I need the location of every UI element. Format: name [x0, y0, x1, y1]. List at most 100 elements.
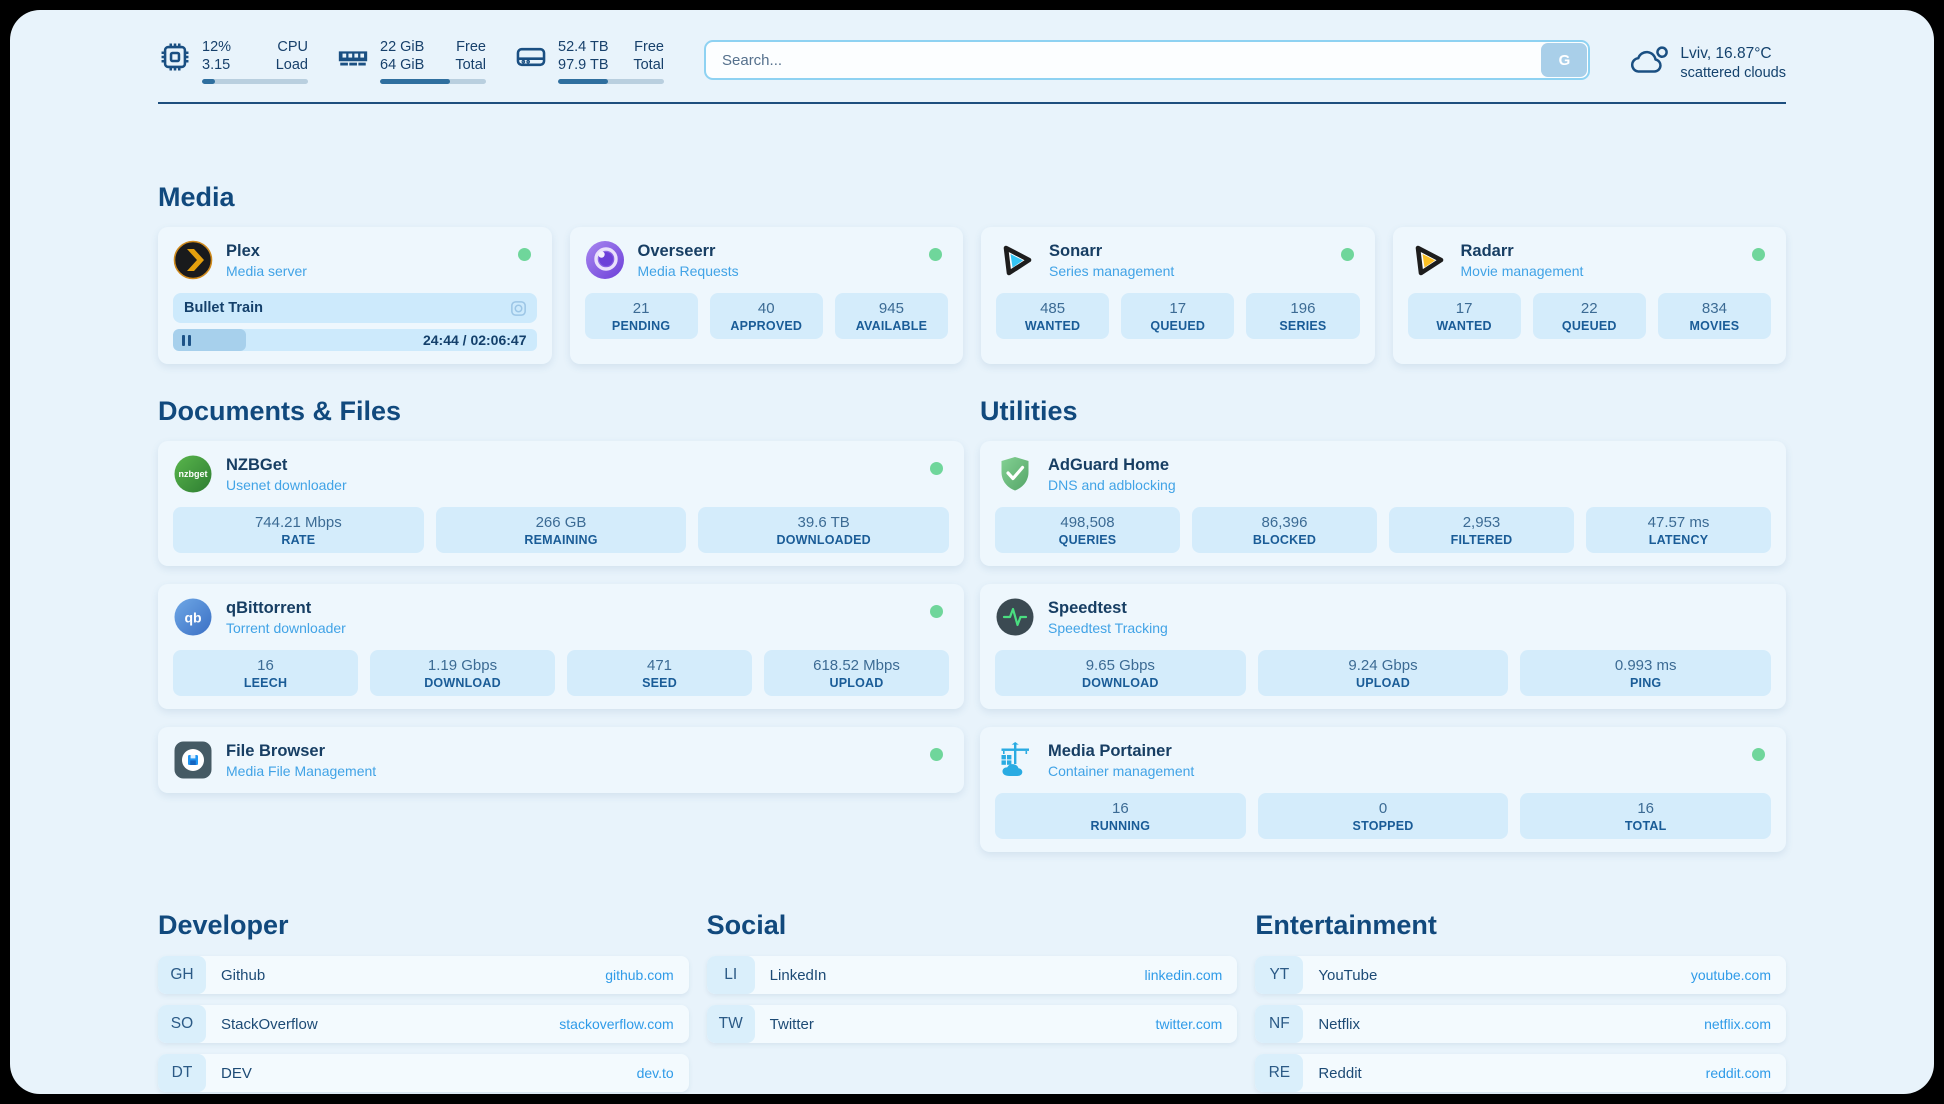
- svg-text:nzbget: nzbget: [179, 469, 208, 479]
- svg-text:qb: qb: [184, 610, 201, 626]
- disk-widget: 52.4 TB Free 97.9 TB Total: [514, 38, 664, 84]
- bookmark-abbr: SO: [158, 1005, 206, 1043]
- dashboard: 12% CPU 3.15 Load: [10, 10, 1934, 1094]
- adguard-card[interactable]: AdGuard Home DNS and adblocking 498,508 …: [980, 441, 1786, 566]
- qbittorrent-card[interactable]: qb qBittorrent Torrent downloader 16 LEE…: [158, 584, 964, 709]
- overseerr-card[interactable]: Overseerr Media Requests 21 PENDING 40 A…: [569, 227, 963, 364]
- stat-value: 9.65 Gbps: [1085, 657, 1155, 674]
- stat-label: RUNNING: [1090, 819, 1151, 833]
- bookmark-netflix[interactable]: NF Netflix netflix.com: [1255, 1005, 1787, 1043]
- stat-value: 618.52 Mbps: [813, 657, 900, 674]
- section-title-documents: Documents & Files: [158, 396, 402, 426]
- stat-label: DOWNLOADED: [776, 533, 871, 547]
- stat-box: 9.65 Gbps DOWNLOAD: [995, 650, 1246, 696]
- bookmark-abbr: TW: [706, 1005, 755, 1043]
- stat-label: APPROVED: [730, 319, 803, 333]
- card-title: Sonarr: [1049, 241, 1103, 260]
- stat-box: 744.21 Mbps RATE: [173, 507, 424, 553]
- memory-label-1: Free: [456, 39, 486, 55]
- status-dot: [1752, 748, 1765, 761]
- stat-label: DOWNLOAD: [424, 676, 501, 690]
- sonarr-card[interactable]: Sonarr Series management 485 WANTED 17 Q…: [981, 227, 1375, 364]
- disk-free-value: 52.4 TB: [558, 39, 609, 55]
- stat-value: 1.19 Gbps: [427, 657, 498, 674]
- section-title-entertainment: Entertainment: [1255, 910, 1437, 940]
- card-title: qBittorrent: [226, 598, 312, 617]
- card-subtitle: Usenet downloader: [226, 476, 347, 493]
- stat-box: 196 SERIES: [1246, 293, 1360, 339]
- cpu-usage-value: 12%: [202, 39, 232, 55]
- bookmark-linkedin[interactable]: LI LinkedIn linkedin.com: [706, 956, 1238, 994]
- stat-label: QUEUED: [1561, 319, 1617, 333]
- card-title: NZBGet: [226, 455, 288, 474]
- card-subtitle: DNS and adblocking: [1048, 476, 1176, 493]
- stat-label: PING: [1629, 676, 1662, 690]
- bookmark-name: YouTube: [1318, 966, 1378, 984]
- section-title-social: Social: [706, 910, 787, 940]
- weather-location-temp: Lviv, 16.87°C: [1680, 44, 1772, 62]
- bookmark-name: LinkedIn: [769, 966, 827, 984]
- stat-value: 485: [1040, 300, 1066, 317]
- section-title-utilities: Utilities: [980, 396, 1078, 426]
- memory-total-value: 64 GiB: [380, 57, 425, 73]
- memory-free-value: 22 GiB: [380, 39, 425, 55]
- bookmark-abbr: RE: [1255, 1054, 1304, 1092]
- bookmark-twitter[interactable]: TW Twitter twitter.com: [706, 1005, 1238, 1043]
- stat-box: 17 QUEUED: [1121, 293, 1235, 339]
- status-dot: [930, 462, 943, 475]
- stat-value: 498,508: [1060, 514, 1115, 531]
- stat-value: 9.24 Gbps: [1348, 657, 1418, 674]
- plex-card[interactable]: Plex Media server Bullet Train: [158, 227, 552, 364]
- adguard-icon: [995, 454, 1035, 494]
- bookmark-url: twitter.com: [1155, 1016, 1223, 1032]
- card-subtitle: Media server: [226, 262, 307, 279]
- filebrowser-card[interactable]: File Browser Media File Management: [158, 727, 964, 793]
- card-title: AdGuard Home: [1048, 455, 1170, 474]
- weather-condition: scattered clouds: [1680, 64, 1786, 81]
- stat-box: 2,953 FILTERED: [1389, 507, 1574, 553]
- stat-label: QUEUED: [1150, 319, 1206, 333]
- bookmark-name: Github: [221, 966, 266, 984]
- stat-value: 40: [757, 300, 775, 317]
- bookmark-github[interactable]: GH Github github.com: [158, 956, 689, 994]
- search-provider-button[interactable]: G: [1541, 43, 1588, 77]
- bookmark-url: github.com: [605, 967, 674, 983]
- pause-icon[interactable]: [182, 334, 191, 346]
- stat-value: 834: [1701, 300, 1727, 317]
- stat-box: 22 QUEUED: [1532, 293, 1646, 339]
- bookmark-name: StackOverflow: [221, 1015, 318, 1033]
- bookmark-youtube[interactable]: YT YouTube youtube.com: [1255, 956, 1787, 994]
- weather-widget: Lviv, 16.87°C scattered clouds: [1626, 39, 1786, 86]
- bookmark-name: DEV: [221, 1064, 252, 1082]
- radarr-card[interactable]: Radarr Movie management 17 WANTED 22 QUE…: [1392, 227, 1786, 364]
- bookmark-url: dev.to: [636, 1065, 674, 1081]
- stat-box: 16 TOTAL: [1520, 793, 1772, 839]
- bookmark-dev[interactable]: DT DEV dev.to: [158, 1054, 689, 1092]
- stat-label: FILTERED: [1450, 533, 1513, 547]
- bookmark-abbr: YT: [1255, 956, 1304, 994]
- bookmark-abbr: NF: [1255, 1005, 1304, 1043]
- stat-label: LATENCY: [1648, 533, 1709, 547]
- stat-value: 16: [1111, 800, 1129, 817]
- bookmark-url: stackoverflow.com: [559, 1016, 674, 1032]
- search-input[interactable]: [704, 40, 1591, 80]
- bookmark-reddit[interactable]: RE Reddit reddit.com: [1255, 1054, 1787, 1092]
- stat-box: 17 WANTED: [1407, 293, 1521, 339]
- nzbget-card[interactable]: nzbget NZBGet Usenet downloader 744.21 M…: [158, 441, 964, 566]
- stat-box: 498,508 QUERIES: [995, 507, 1180, 553]
- status-dot: [930, 748, 943, 761]
- portainer-card[interactable]: Media Portainer Container management 16 …: [980, 727, 1786, 852]
- stat-box: 485 WANTED: [996, 293, 1110, 339]
- stat-box: 945 AVAILABLE: [834, 293, 949, 339]
- bookmark-stackoverflow[interactable]: SO StackOverflow stackoverflow.com: [158, 1005, 689, 1043]
- speedtest-card[interactable]: Speedtest Speedtest Tracking 9.65 Gbps D…: [980, 584, 1786, 709]
- stat-value: 471: [646, 657, 673, 674]
- camera-icon: [509, 299, 528, 318]
- status-dot: [930, 605, 943, 618]
- section-title-media: Media: [158, 182, 235, 212]
- stat-value: 39.6 TB: [797, 514, 850, 531]
- status-dot: [1752, 248, 1765, 261]
- stat-value: 17: [1455, 300, 1473, 317]
- stat-label: SERIES: [1279, 319, 1327, 333]
- playback-progress-bar: 24:44 / 02:06:47: [173, 329, 537, 351]
